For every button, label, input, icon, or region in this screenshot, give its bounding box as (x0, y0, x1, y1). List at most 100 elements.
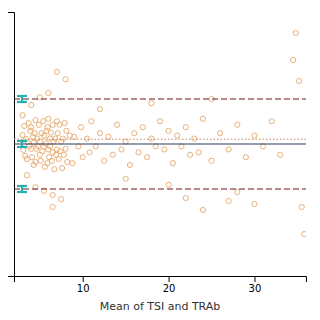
x-axis: 10 20 30 (15, 276, 307, 294)
point (70, 161, 75, 166)
point (187, 152, 192, 157)
point (243, 155, 248, 160)
point (29, 146, 34, 151)
point (29, 102, 34, 107)
point (54, 69, 59, 74)
point (41, 119, 46, 124)
interval-cap (17, 146, 27, 148)
point (54, 119, 59, 124)
point (166, 182, 171, 187)
point (183, 125, 188, 130)
point (50, 192, 55, 197)
reference-line (14, 188, 306, 189)
point (102, 158, 107, 163)
point (60, 136, 65, 141)
point (114, 122, 119, 127)
point (235, 189, 240, 194)
x-tick: 20 (163, 276, 176, 294)
point (61, 152, 66, 157)
point (132, 131, 137, 136)
point (175, 133, 180, 138)
point (149, 101, 154, 106)
point (63, 146, 68, 151)
point (119, 147, 124, 152)
x-axis-title: Mean of TSI and TRAb (100, 300, 221, 313)
point (37, 152, 42, 157)
chart: 10 20 30 Mean of TSI and TRAb (0, 0, 320, 320)
point (65, 159, 70, 164)
point (269, 119, 274, 124)
interval-cap (17, 185, 27, 187)
point (170, 161, 175, 166)
point (64, 128, 69, 133)
point (136, 150, 141, 155)
point (33, 117, 38, 122)
point (162, 147, 167, 152)
point (106, 134, 111, 139)
point (149, 136, 154, 141)
point (127, 162, 132, 167)
point (226, 198, 231, 203)
intervals (17, 96, 27, 192)
point (192, 136, 197, 141)
point (53, 136, 58, 141)
x-axis-line (15, 277, 307, 283)
point (209, 158, 214, 163)
point (252, 201, 257, 206)
point (50, 204, 55, 209)
x-tick-mark (83, 276, 84, 282)
point (200, 207, 205, 212)
point (55, 131, 60, 136)
point (278, 152, 283, 157)
point (24, 156, 29, 161)
x-tick-mark (169, 276, 170, 282)
point (200, 116, 205, 121)
x-tick: 10 (77, 276, 90, 294)
point (235, 122, 240, 127)
point (46, 116, 51, 121)
plot-area (14, 30, 306, 236)
y-axis (8, 13, 15, 277)
x-tick: 30 (249, 276, 262, 294)
reference-line (14, 139, 306, 140)
point (110, 152, 115, 157)
point (52, 167, 57, 172)
x-tick-label: 20 (163, 283, 176, 294)
point (123, 176, 128, 181)
point (89, 119, 94, 124)
x-tick-label: 30 (249, 283, 262, 294)
point (183, 195, 188, 200)
reference-lines (14, 99, 306, 189)
x-tick-label: 10 (77, 283, 90, 294)
point (29, 155, 34, 160)
point (38, 158, 43, 163)
point (46, 90, 51, 95)
point (196, 150, 201, 155)
point (302, 231, 306, 236)
point (97, 131, 102, 136)
point (33, 159, 38, 164)
point (63, 77, 68, 82)
point (47, 136, 52, 141)
point (87, 150, 92, 155)
points (20, 30, 306, 236)
y-axis-line (8, 13, 15, 277)
interval-cap (17, 191, 27, 193)
point (48, 130, 53, 135)
point (45, 125, 50, 130)
point (299, 204, 304, 209)
point (226, 147, 231, 152)
reference-line (14, 98, 306, 99)
point (57, 122, 62, 127)
point (62, 120, 67, 125)
point (59, 197, 64, 202)
point (97, 107, 102, 112)
point (56, 156, 61, 161)
point (80, 155, 85, 160)
point (297, 78, 302, 83)
point (84, 136, 89, 141)
point (78, 125, 83, 130)
point (72, 134, 77, 139)
point (32, 131, 37, 136)
point (59, 165, 64, 170)
